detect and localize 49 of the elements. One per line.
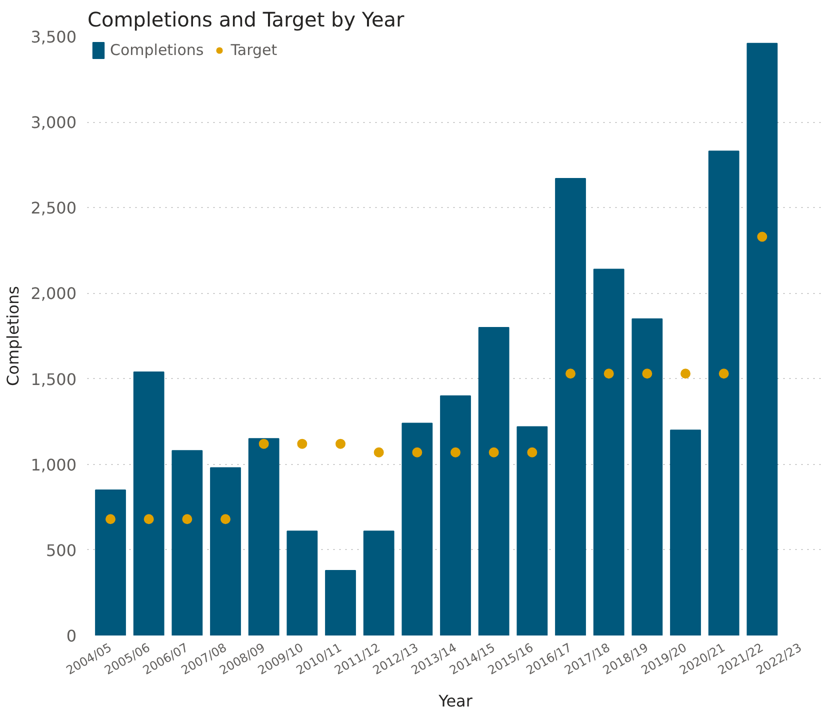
point: [757, 232, 768, 242]
point: [182, 514, 192, 524]
point: [527, 447, 538, 458]
bar: [593, 268, 624, 636]
point: [718, 368, 729, 379]
bar: [555, 178, 586, 636]
bar: [210, 467, 241, 636]
y-tick-label: 3,500: [30, 28, 77, 46]
legend-label: Completions: [110, 41, 204, 59]
bar: [325, 570, 356, 636]
x-axis-title: Year: [438, 692, 473, 711]
bar: [248, 438, 280, 636]
point: [336, 438, 346, 449]
bar: [516, 426, 548, 636]
bar: [478, 326, 510, 636]
y-tick-label: 1,000: [30, 455, 77, 474]
point: [258, 438, 269, 449]
point: [297, 438, 308, 449]
legend-label: Target: [230, 41, 278, 59]
bar: [286, 530, 318, 636]
point: [450, 447, 460, 458]
point: [604, 368, 614, 379]
point: [374, 447, 384, 458]
bar: [632, 318, 663, 636]
y-tick-label: 2,000: [30, 284, 77, 304]
y-tick-label: 2,500: [30, 198, 77, 218]
bar: [95, 490, 126, 636]
bar: [670, 430, 701, 636]
point: [680, 368, 690, 379]
y-axis-title: Completions: [4, 286, 23, 386]
bar: [133, 371, 164, 636]
bar: [363, 530, 394, 636]
bar: [402, 422, 433, 636]
bar: [440, 395, 471, 636]
bar: [172, 450, 203, 636]
point: [412, 447, 422, 458]
chart-title: Completions and Target by Year: [88, 8, 406, 32]
point: [488, 447, 499, 458]
y-tick-label: 3,000: [30, 113, 77, 132]
y-tick-label: 0: [66, 626, 77, 646]
point: [220, 514, 230, 524]
bar: [746, 42, 778, 636]
point: [144, 514, 154, 524]
point: [642, 368, 652, 379]
y-tick-label: 1,500: [30, 370, 77, 389]
point: [566, 368, 576, 379]
y-tick-label: 500: [46, 540, 77, 560]
bar: [708, 150, 740, 636]
point: [106, 514, 116, 524]
